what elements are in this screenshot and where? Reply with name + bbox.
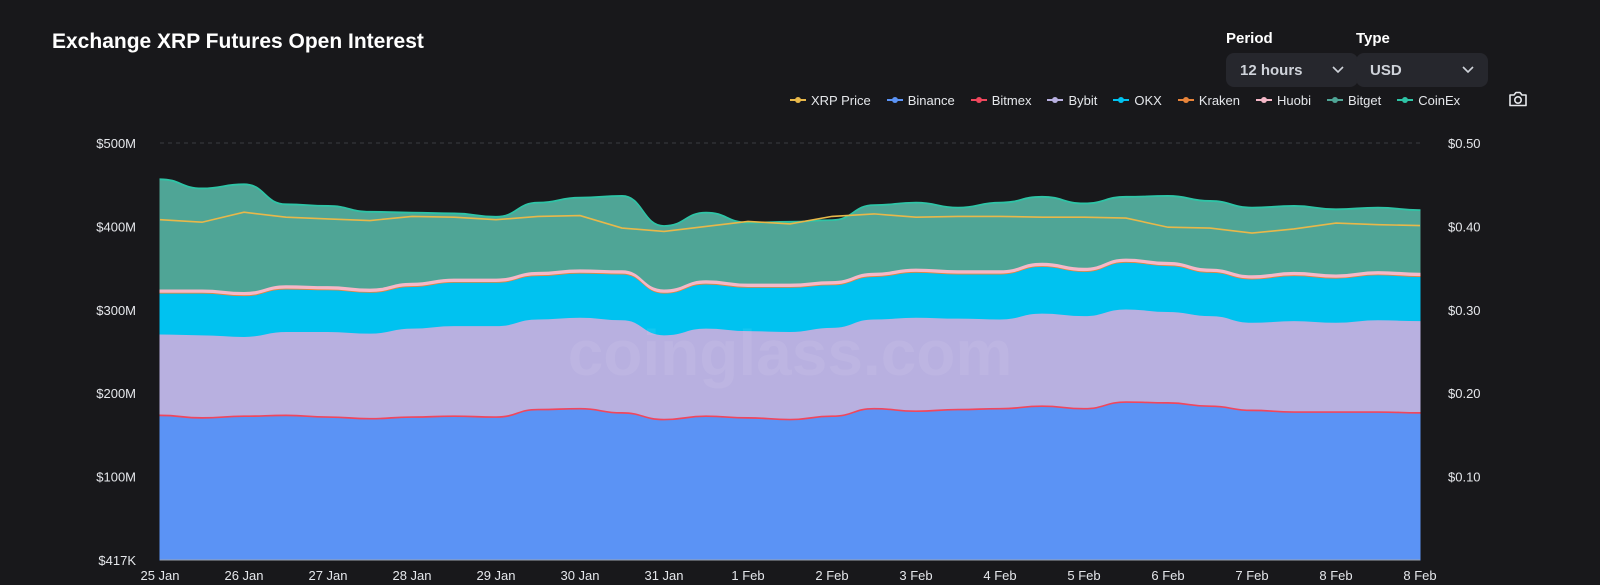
area-binance (159, 401, 1421, 561)
y-left-tick-label: $500M (96, 136, 136, 151)
legend-item-bitmex[interactable]: Bitmex (970, 92, 1032, 108)
type-control: Type USD (1356, 30, 1488, 87)
legend-item-bitget[interactable]: Bitget (1327, 93, 1381, 108)
legend-marker-icon (1256, 97, 1273, 103)
legend-marker-icon (1327, 97, 1343, 103)
legend-marker-icon (1177, 97, 1194, 103)
legend-marker-icon (1113, 97, 1130, 103)
legend-marker-icon (1047, 97, 1064, 103)
x-tick-label: 1 Feb (731, 568, 764, 583)
legend-item-okx[interactable]: OKX (1113, 92, 1162, 108)
legend-marker-icon (790, 97, 806, 103)
chart-legend: XRP Price Binance Bitmex Bybit OKX Kraken Huob… (790, 90, 1476, 110)
x-tick-label: 30 Jan (560, 568, 599, 583)
x-tick-label: 28 Jan (392, 568, 431, 583)
period-control: Period 12 hours (1226, 30, 1358, 87)
legend-item-coinex[interactable]: CoinEx (1397, 93, 1460, 108)
type-value: USD (1370, 61, 1402, 79)
legend-label: OKX (1134, 92, 1162, 108)
y-right-tick-label: $0.50 (1448, 136, 1481, 151)
type-label: Type (1356, 30, 1390, 47)
camera-icon[interactable] (1508, 90, 1528, 108)
legend-marker-icon (970, 97, 987, 103)
y-right-tick-label: $0.20 (1448, 386, 1481, 401)
area-coinex (159, 178, 1421, 227)
x-tick-label: 7 Feb (1235, 568, 1268, 583)
legend-label: CoinEx (1418, 92, 1461, 108)
legend-item-kraken[interactable]: Kraken (1177, 92, 1241, 108)
y-right-tick-label: $0.10 (1448, 470, 1481, 485)
y-left-tick-label: $400M (96, 219, 136, 234)
price-line (159, 211, 1421, 234)
y-right-tick-label: $0.30 (1448, 303, 1481, 318)
chevron-down-icon (1332, 66, 1344, 74)
x-tick-label: 2 Feb (815, 568, 848, 583)
y-right-tick-label: $0.40 (1448, 219, 1481, 234)
legend-item-xrp-price[interactable]: XRP Price (790, 93, 871, 108)
chevron-down-icon (1462, 66, 1474, 74)
type-select[interactable]: USD (1356, 53, 1488, 87)
legend-label: Kraken (1198, 92, 1241, 108)
x-tick-label: 3 Feb (899, 568, 932, 583)
legend-item-bybit[interactable]: Bybit (1047, 93, 1097, 108)
legend-label: Huobi (1277, 92, 1311, 108)
y-left-tick-label: $417K (98, 553, 136, 568)
legend-label: Bitget (1348, 92, 1382, 108)
legend-label: Binance (907, 92, 955, 108)
legend-marker-icon (1397, 97, 1414, 103)
legend-item-binance[interactable]: Binance (886, 92, 955, 108)
y-left-tick-label: $100M (96, 470, 136, 485)
x-tick-label: 31 Jan (644, 568, 683, 583)
legend-label: XRP Price (811, 92, 871, 108)
chart-title: Exchange XRP Futures Open Interest (52, 30, 424, 53)
area-series (159, 178, 1421, 561)
legend-label: Bitmex (991, 92, 1032, 108)
period-select[interactable]: 12 hours (1226, 53, 1358, 87)
y-left-tick-label: $300M (96, 303, 136, 318)
watermark-text: coinglass.com (568, 317, 1013, 389)
x-tick-label: 4 Feb (983, 568, 1016, 583)
legend-marker-icon (886, 97, 903, 103)
period-value: 12 hours (1240, 61, 1303, 79)
period-label: Period (1226, 30, 1273, 47)
x-tick-label: 27 Jan (308, 568, 347, 583)
x-tick-label: 26 Jan (224, 568, 263, 583)
x-tick-label: 8 Feb (1403, 568, 1436, 583)
watermark: coinglass.com (568, 317, 1013, 389)
x-tick-label: 6 Feb (1151, 568, 1184, 583)
x-tick-label: 25 Jan (140, 568, 179, 583)
x-tick-label: 29 Jan (476, 568, 515, 583)
x-tick-label: 5 Feb (1067, 568, 1100, 583)
legend-item-huobi[interactable]: Huobi (1256, 93, 1311, 108)
x-tick-label: 8 Feb (1319, 568, 1352, 583)
axes: $417K $100M $200M $300M $400M $500M $0.10 $0.20… (96, 136, 1480, 583)
y-left-tick-label: $200M (96, 386, 136, 401)
legend-label: Bybit (1068, 92, 1098, 108)
xrp-price-line (159, 211, 1421, 234)
